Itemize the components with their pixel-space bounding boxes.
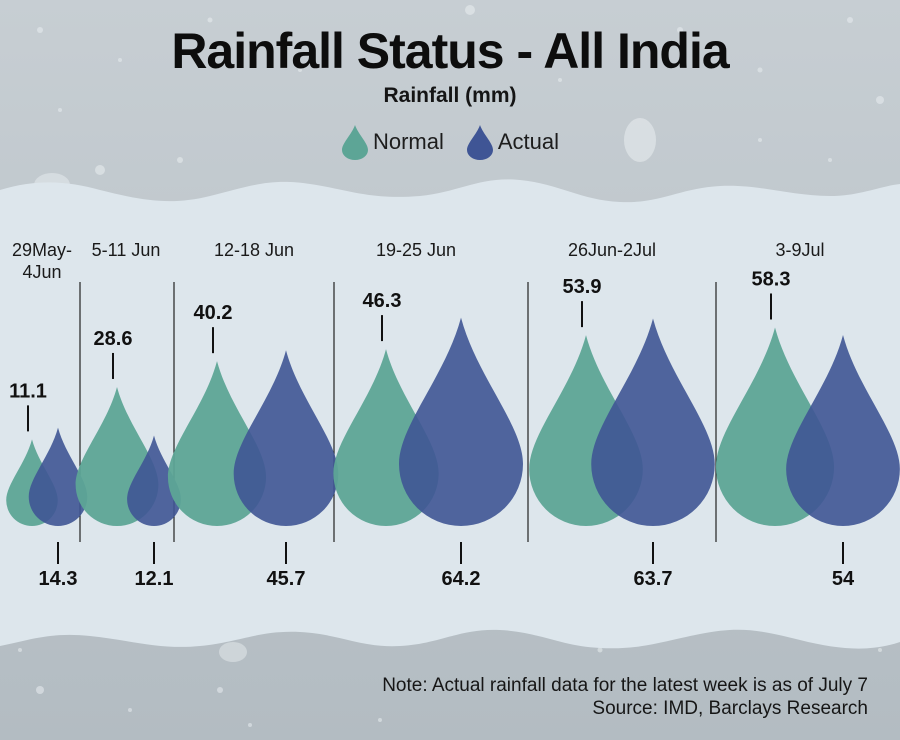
normal-value-label: 11.1 — [9, 380, 47, 402]
legend-item-actual: Actual — [466, 124, 559, 160]
actual-value-label: 12.1 — [135, 568, 174, 590]
normal-value-label: 53.9 — [563, 276, 602, 298]
source-text: Source: IMD, Barclays Research — [592, 698, 868, 719]
category-label: 4Jun — [22, 262, 61, 282]
normal-value-label: 46.3 — [363, 290, 402, 312]
category-label: 19-25 Jun — [376, 240, 456, 260]
actual-drop — [399, 317, 523, 526]
footer-note: Note: Actual rainfall data for the lates… — [382, 674, 868, 720]
actual-value-label: 63.7 — [634, 568, 673, 590]
legend: Normal Actual — [0, 124, 900, 160]
actual-value-label: 45.7 — [267, 568, 306, 590]
actual-drop — [786, 334, 900, 526]
actual-value-label: 54 — [832, 568, 855, 590]
actual-drop — [233, 350, 339, 526]
normal-drop-icon — [341, 125, 368, 160]
chart-subtitle: Rainfall (mm) — [383, 84, 517, 107]
actual-value-label: 14.3 — [39, 568, 78, 590]
legend-label-actual: Actual — [497, 129, 560, 154]
note-text: Note: Actual rainfall data for the lates… — [382, 675, 868, 696]
chart-title: Rainfall Status - All India — [171, 23, 729, 79]
normal-value-label: 28.6 — [94, 328, 133, 350]
normal-value-label: 58.3 — [752, 268, 791, 290]
category-label: 5-11 Jun — [92, 240, 161, 260]
actual-drop — [28, 427, 88, 526]
legend-label-normal: Normal — [372, 129, 444, 154]
category-label: 3-9Jul — [775, 240, 824, 260]
category-label: 29May- — [12, 240, 72, 260]
actual-drop — [591, 318, 715, 526]
actual-value-label: 64.2 — [442, 568, 481, 590]
actual-drop-icon — [466, 125, 493, 160]
actual-drop — [127, 435, 181, 527]
legend-item-normal: Normal — [341, 124, 444, 160]
category-label: 12-18 Jun — [214, 240, 294, 260]
category-label: 26Jun-2Jul — [568, 240, 656, 260]
normal-value-label: 40.2 — [194, 302, 233, 324]
